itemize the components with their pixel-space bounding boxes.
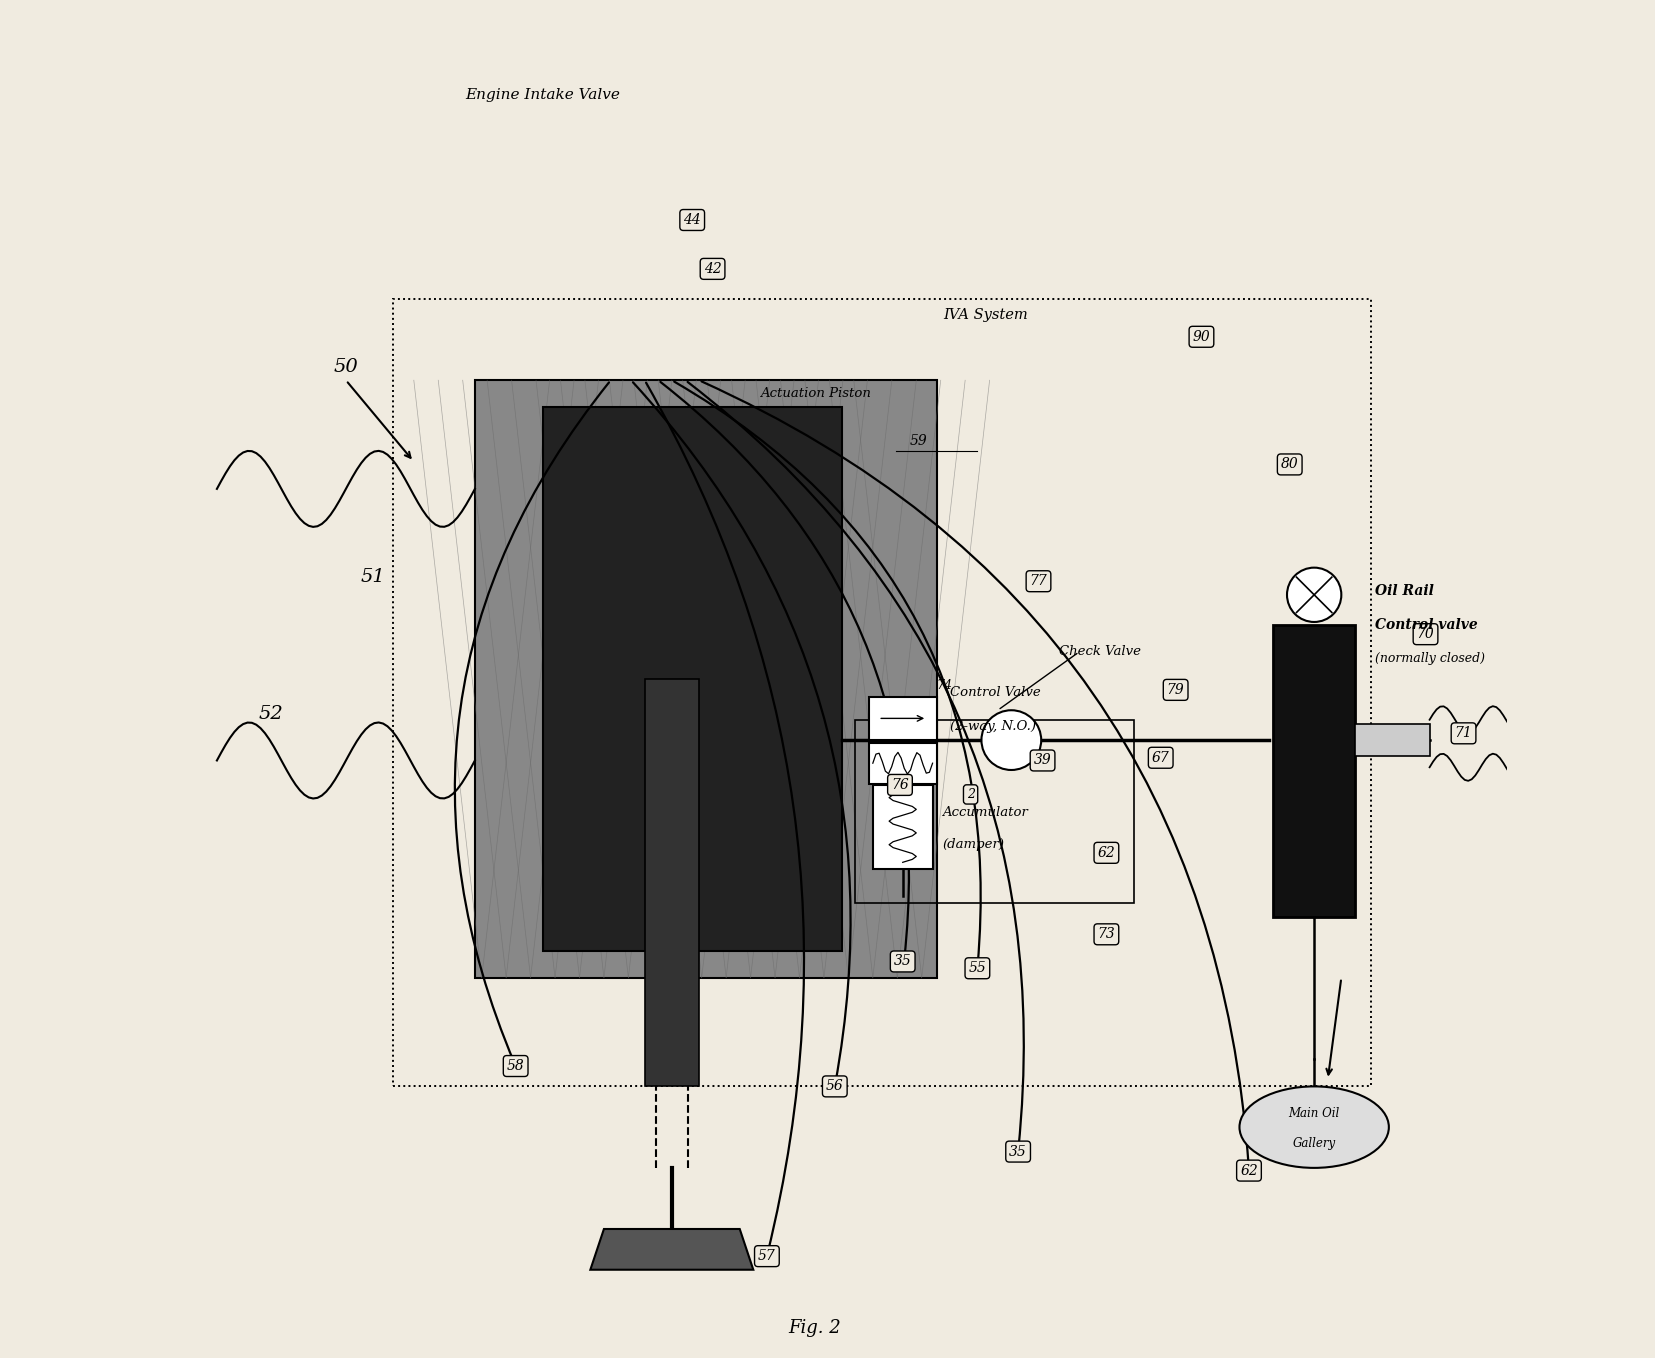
Ellipse shape bbox=[1238, 1086, 1389, 1168]
Text: 77: 77 bbox=[1029, 574, 1046, 588]
Text: 51: 51 bbox=[361, 568, 386, 587]
Text: 90: 90 bbox=[1192, 330, 1210, 344]
Text: IVA System: IVA System bbox=[943, 308, 1028, 322]
Text: (normally closed): (normally closed) bbox=[1374, 652, 1485, 665]
Polygon shape bbox=[589, 1229, 753, 1270]
Text: Main Oil: Main Oil bbox=[1288, 1107, 1339, 1120]
Text: 76: 76 bbox=[890, 778, 909, 792]
Bar bbox=[1354, 724, 1428, 756]
Circle shape bbox=[1286, 568, 1341, 622]
Text: 67: 67 bbox=[1152, 751, 1168, 765]
Text: 62: 62 bbox=[1240, 1164, 1258, 1177]
Text: 74: 74 bbox=[937, 679, 952, 693]
Text: 2: 2 bbox=[967, 788, 975, 801]
Text: 35: 35 bbox=[894, 955, 910, 968]
Bar bbox=[872, 785, 932, 869]
Text: 70: 70 bbox=[1415, 627, 1433, 641]
Text: Engine Intake Valve: Engine Intake Valve bbox=[465, 88, 621, 102]
Text: 50: 50 bbox=[333, 357, 357, 376]
Bar bbox=[543, 407, 841, 951]
Text: (2-way, N.O.): (2-way, N.O.) bbox=[950, 720, 1036, 733]
Text: 55: 55 bbox=[968, 961, 986, 975]
Text: 56: 56 bbox=[826, 1080, 842, 1093]
Text: Actuation Piston: Actuation Piston bbox=[760, 387, 871, 401]
Text: 73: 73 bbox=[1097, 928, 1114, 941]
Text: Oil Rail: Oil Rail bbox=[1374, 584, 1433, 598]
Bar bbox=[869, 743, 937, 784]
Text: Fig. 2: Fig. 2 bbox=[788, 1319, 841, 1338]
Bar bbox=[1273, 625, 1354, 917]
Text: 52: 52 bbox=[258, 705, 283, 724]
Text: 62: 62 bbox=[1097, 846, 1114, 860]
Text: Gallery: Gallery bbox=[1293, 1137, 1336, 1150]
Text: 39: 39 bbox=[1033, 754, 1051, 767]
Bar bbox=[475, 380, 937, 978]
Text: Check Valve: Check Valve bbox=[1058, 645, 1140, 659]
Text: (damper): (damper) bbox=[942, 838, 1003, 851]
Text: 59: 59 bbox=[909, 435, 927, 448]
Text: Accumulator: Accumulator bbox=[942, 805, 1028, 819]
Bar bbox=[854, 720, 1134, 903]
Text: 58: 58 bbox=[506, 1059, 525, 1073]
Bar bbox=[869, 697, 937, 740]
Text: 71: 71 bbox=[1453, 727, 1471, 740]
Text: 57: 57 bbox=[758, 1249, 775, 1263]
Bar bbox=[394, 299, 1370, 1086]
Text: 79: 79 bbox=[1167, 683, 1183, 697]
Bar bbox=[644, 679, 698, 1086]
Text: 80: 80 bbox=[1279, 458, 1298, 471]
Text: 42: 42 bbox=[703, 262, 722, 276]
Text: Control valve: Control valve bbox=[1374, 618, 1478, 631]
Text: 44: 44 bbox=[684, 213, 700, 227]
Circle shape bbox=[981, 710, 1041, 770]
Text: Control Valve: Control Valve bbox=[950, 686, 1041, 699]
Text: 35: 35 bbox=[1008, 1145, 1026, 1158]
